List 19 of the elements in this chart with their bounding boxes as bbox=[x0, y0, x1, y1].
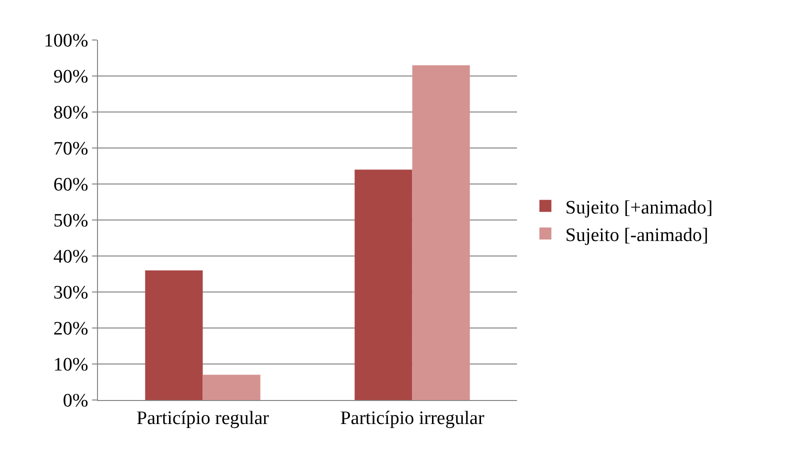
bar bbox=[412, 65, 470, 400]
y-tick-label: 20% bbox=[53, 318, 88, 340]
legend-label: Sujeito [+animado] bbox=[565, 197, 713, 218]
y-tick-label: 40% bbox=[53, 246, 88, 268]
y-tick-label: 60% bbox=[53, 174, 88, 196]
x-tick-label: Particípio irregular bbox=[340, 408, 485, 429]
y-tick-label: 90% bbox=[53, 66, 88, 88]
bar bbox=[354, 170, 412, 400]
bar bbox=[202, 374, 260, 400]
y-tick-label: 0% bbox=[62, 390, 88, 412]
legend-label: Sujeito [-animado] bbox=[565, 224, 708, 246]
y-tick-label: 70% bbox=[53, 138, 88, 160]
x-tick-label: Particípio regular bbox=[136, 408, 270, 429]
y-tick-label: 80% bbox=[53, 102, 88, 124]
y-tick-label: 100% bbox=[44, 30, 88, 52]
y-tick-label: 10% bbox=[53, 354, 88, 376]
y-tick-label: 50% bbox=[53, 210, 88, 232]
bar bbox=[145, 270, 203, 400]
y-tick-label: 30% bbox=[53, 282, 88, 304]
